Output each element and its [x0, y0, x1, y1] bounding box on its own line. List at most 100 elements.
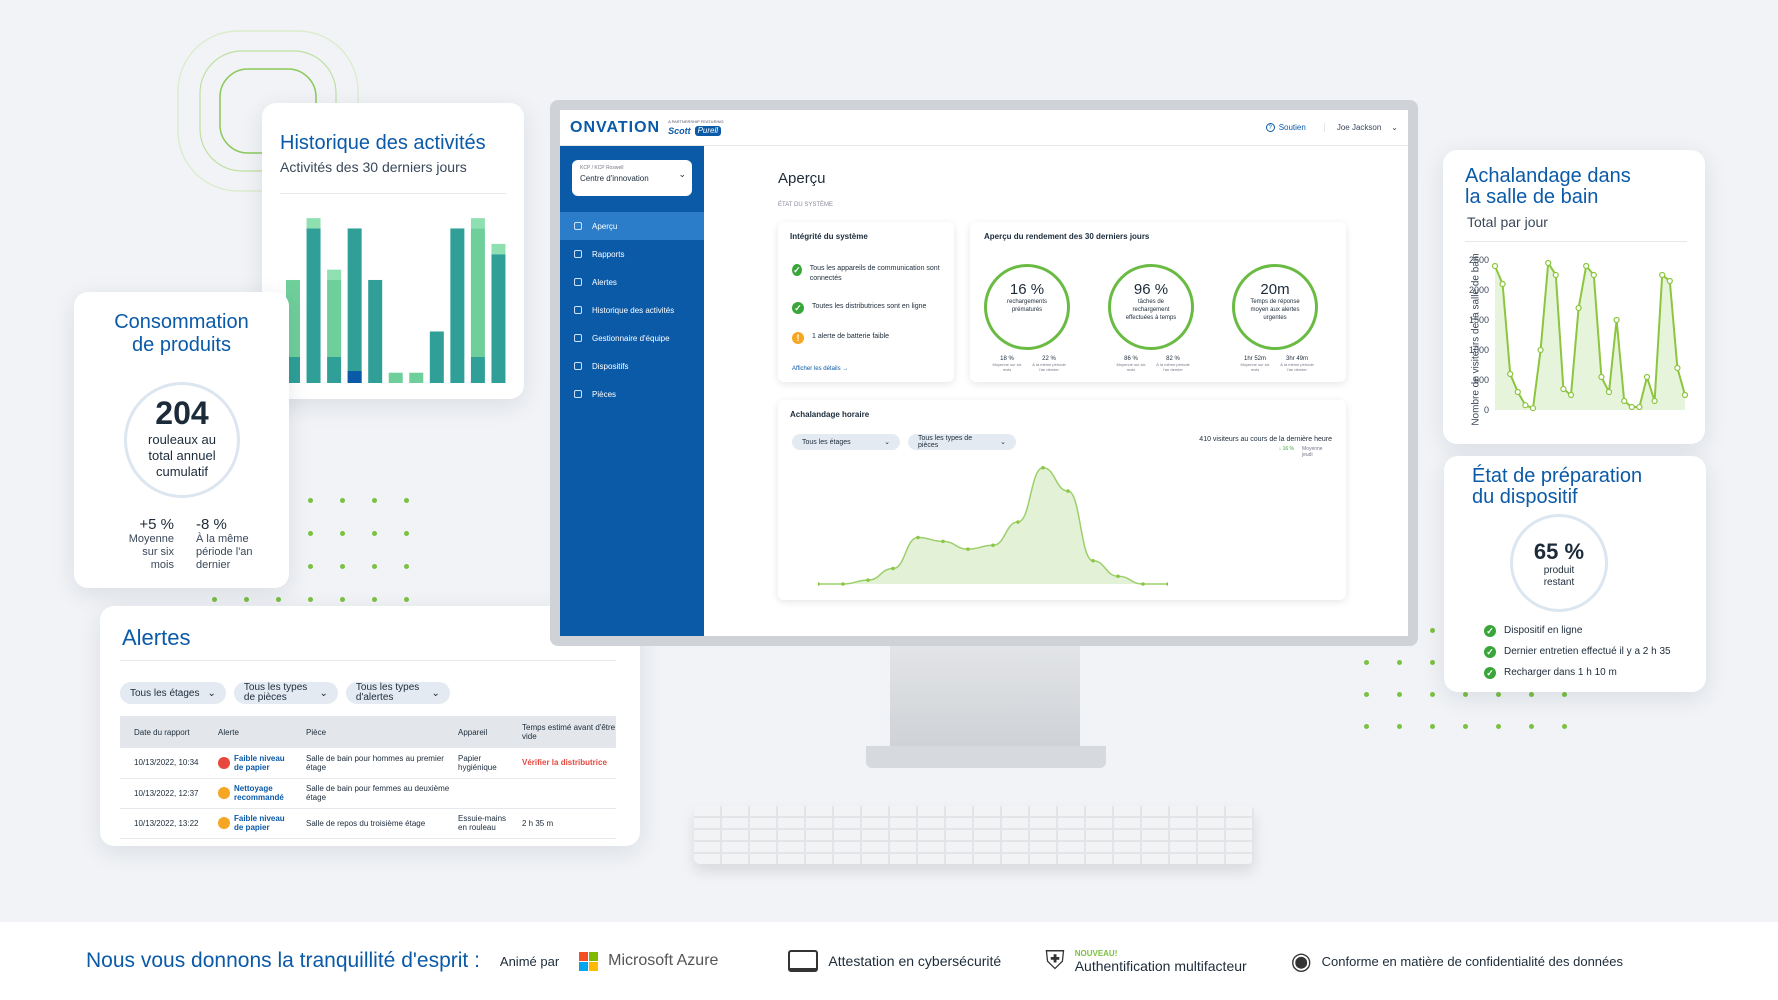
dot: [1397, 660, 1402, 665]
view-details-link[interactable]: Afficher les détails →: [792, 366, 849, 372]
chevron-down-icon: ⌄: [884, 439, 890, 446]
alert-icon: [218, 787, 230, 799]
bar-segment: [470, 228, 485, 357]
bar-cap: [306, 218, 321, 229]
bar-segment: [409, 372, 424, 383]
check-icon: ✓: [1484, 666, 1496, 679]
filter-room-types[interactable]: Tous les types de pièces ⌄: [233, 682, 338, 704]
dot: [244, 597, 249, 602]
traffic-point: [1651, 397, 1658, 405]
system-integrity-panel: Intégrité du système ✓ Tous les appareils…: [778, 222, 954, 382]
traffic-point: [1613, 316, 1620, 324]
traffic-point: [1560, 385, 1567, 393]
filter-room-types[interactable]: Tous les types de pièces ⌄: [908, 434, 1016, 450]
dot: [1364, 724, 1369, 729]
table-row[interactable]: 10/13/2022, 13:22 Faible niveau de papie…: [120, 808, 616, 838]
bar-segment: [388, 372, 403, 383]
dot: [1562, 724, 1567, 729]
bar-segment: [368, 279, 383, 357]
monitor: ONVATION A PARTNERSHIP FEATURING Scott P…: [550, 100, 1418, 646]
sidebar-item-label: Alertes: [592, 277, 617, 287]
nav-icon: [574, 334, 582, 342]
monitor-stand: [890, 646, 1080, 746]
dot: [1496, 692, 1501, 697]
dot: [340, 597, 345, 602]
page-title: Aperçu: [778, 170, 826, 187]
app-sidebar: KCP / KCP Roswell Centre d'innovation ⌄ …: [560, 146, 704, 636]
y-tick-label: 1500: [1469, 315, 1489, 325]
traffic-point: [1636, 403, 1643, 411]
dot: [372, 597, 377, 602]
dot: [372, 498, 377, 503]
filter-floors[interactable]: Tous les étages ⌄: [792, 434, 900, 450]
alert-icon: [218, 756, 230, 769]
bar-segment: [306, 357, 321, 383]
sidebar-item-3[interactable]: Historique des activités: [560, 296, 704, 324]
traffic-point: [1605, 388, 1613, 396]
y-tick-label: 1000: [1469, 345, 1489, 355]
check-icon: ✓: [792, 264, 802, 276]
hourly-point: [1166, 582, 1168, 586]
traffic-point: [1628, 403, 1635, 411]
dot: [1496, 724, 1501, 729]
keyboard: [694, 806, 1254, 864]
traffic-point: [1621, 397, 1628, 405]
sidebar-item-label: Gestionnaire d'équipe: [592, 333, 670, 343]
traffic-point: [1674, 364, 1681, 372]
y-tick-label: 2500: [1469, 255, 1489, 265]
bar-segment: [306, 228, 321, 357]
table-row[interactable]: 10/13/2022, 10:34 Faible niveau de papie…: [120, 748, 616, 778]
bar-segment: [470, 357, 485, 383]
hourly-point: [941, 539, 945, 544]
sidebar-item-5[interactable]: Dispositifs: [560, 352, 704, 380]
stat-six-month: +5 % Moyenne sur six mois: [128, 516, 174, 571]
dot: [212, 597, 217, 602]
hourly-point: [866, 578, 870, 582]
chevron-down-icon: ⌄: [1391, 123, 1398, 132]
sidebar-item-6[interactable]: Pièces: [560, 380, 704, 408]
filter-floors[interactable]: Tous les étages ⌄: [120, 682, 226, 704]
check-icon: ✓: [1484, 645, 1496, 658]
bar-segment: [491, 357, 506, 383]
table-row[interactable]: 10/13/2022, 12:37 Nettoyage recommandé S…: [120, 778, 616, 808]
chevron-down-icon: ⌄: [678, 169, 686, 179]
sidebar-item-0[interactable]: Aperçu: [560, 212, 704, 240]
card-title: Consommation de produits: [114, 311, 249, 356]
bar-cap: [327, 269, 342, 280]
bathroom-traffic-card: Achalandage dans la salle de bain Total p…: [1443, 150, 1705, 444]
sidebar-item-2[interactable]: Alertes: [560, 268, 704, 296]
kpi-compare: 86 % Moyenne sur six mois 82 % À la même pé…: [1116, 356, 1190, 372]
dot: [1529, 692, 1534, 697]
dot: [340, 564, 345, 569]
user-menu[interactable]: Joe Jackson ⌄: [1323, 123, 1398, 132]
dot: [372, 564, 377, 569]
dot: [1397, 692, 1402, 697]
traffic-point: [1537, 346, 1544, 354]
sidebar-item-4[interactable]: Gestionnaire d'équipe: [560, 324, 704, 352]
traffic-point: [1590, 271, 1597, 279]
location-select[interactable]: KCP / KCP Roswell Centre d'innovation ⌄: [572, 160, 692, 196]
card-title: Alertes: [122, 625, 191, 650]
sidebar-item-label: Historique des activités: [592, 305, 675, 315]
hourly-traffic-panel: Achalandage horaire Tous les étages ⌄ Tou…: [778, 400, 1346, 600]
filter-alert-types[interactable]: Tous les types d'alertes ⌄: [345, 682, 450, 704]
microsoft-logo-icon: [579, 951, 599, 971]
scott-logo: Scott: [668, 126, 691, 136]
traffic-point: [1643, 373, 1651, 381]
sidebar-item-1[interactable]: Rapports: [560, 240, 704, 268]
dot: [1430, 724, 1435, 729]
support-link[interactable]: ? Soutien: [1265, 123, 1306, 132]
dot: [1430, 628, 1435, 633]
traffic-point: [1598, 373, 1605, 381]
bar-segment: [347, 228, 362, 357]
traffic-point: [1545, 259, 1552, 267]
traffic-point: [1583, 262, 1590, 270]
consumption-ring: 204 rouleaux au total annuel cumulatif: [124, 382, 240, 498]
hourly-point: [1016, 520, 1020, 524]
chevron-down-icon: ⌄: [319, 687, 328, 699]
check-icon: ✓: [792, 302, 804, 314]
bar-segment: [491, 254, 506, 357]
product-consumption-card: Consommation de produits 204 rouleaux au t…: [74, 292, 289, 588]
consumption-value: 204: [155, 395, 209, 431]
traffic-point: [1567, 391, 1575, 399]
